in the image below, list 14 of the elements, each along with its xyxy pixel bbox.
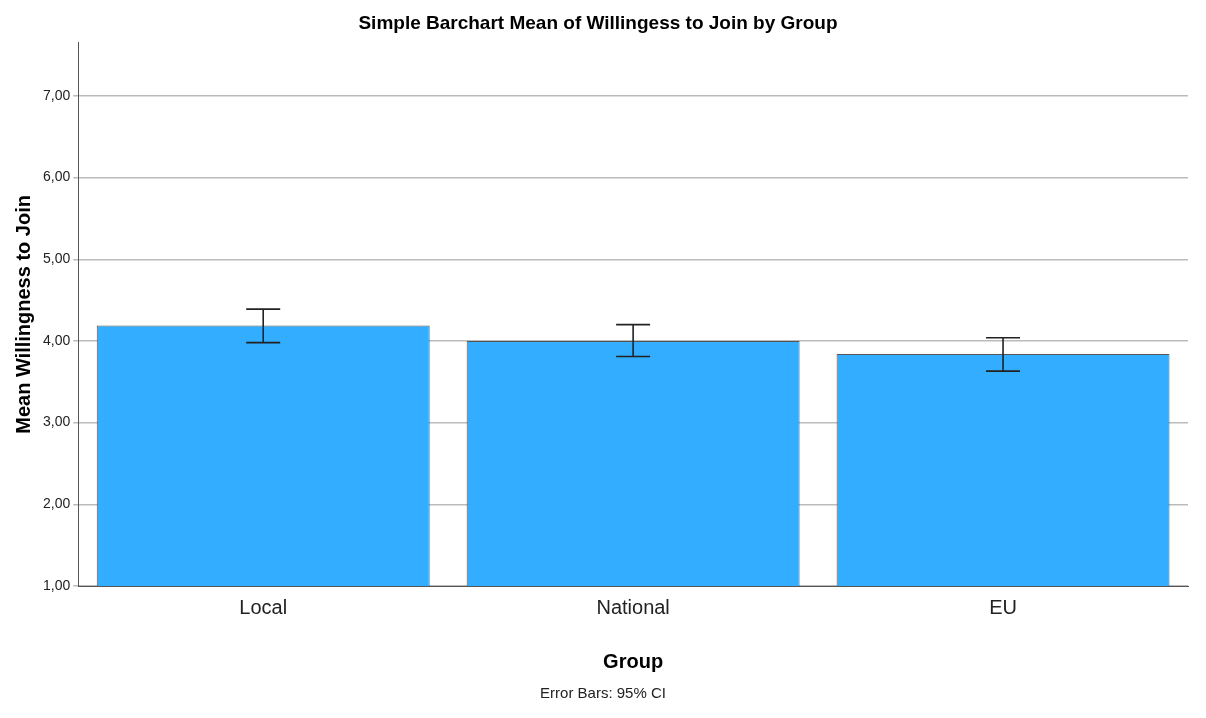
- x-tick-label: EU: [989, 595, 1017, 618]
- y-tick-label: 2,00: [43, 495, 71, 512]
- y-tick-label: 6,00: [43, 168, 71, 185]
- text: Error Bars: 95% CI: [539, 684, 667, 701]
- y-axis-title: Mean Willingness to Join: [11, 195, 34, 434]
- y-tick-label: 4,00: [43, 331, 71, 348]
- y-tick-label: 1,00: [43, 576, 71, 593]
- x-tick-label: Local: [239, 595, 288, 618]
- x-axis-title: Group: [603, 649, 664, 672]
- y-tick-label: 7,00: [43, 86, 71, 103]
- chart-title: Simple Barchart Mean of Willingess to Join by Group: [358, 11, 838, 33]
- y-tick-label: 3,00: [43, 413, 71, 430]
- x-tick-label: National: [596, 595, 670, 618]
- y-tick-label: 5,00: [43, 250, 71, 267]
